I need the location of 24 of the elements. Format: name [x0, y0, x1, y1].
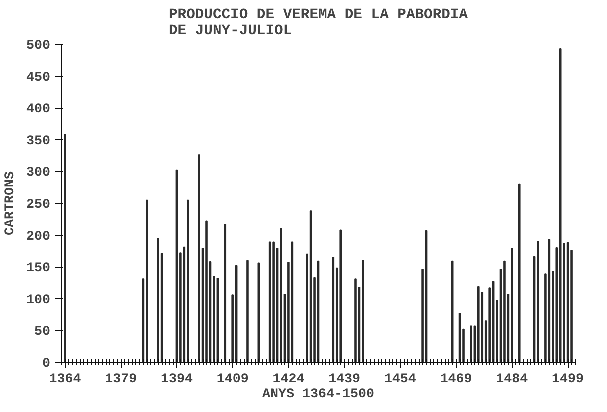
x-tick-label: 1409 [216, 372, 249, 388]
y-tick-label: 50 [34, 325, 51, 340]
y-tick-label: 500 [26, 39, 51, 54]
x-tick-label: 1454 [384, 372, 416, 388]
y-tick-label: 400 [26, 102, 51, 118]
y-tick-label: 0 [42, 357, 50, 372]
y-tick-label: 150 [26, 262, 51, 277]
chart-title: PRODUCCIO DE VEREMA DE LA PABORDIA DE JUNY-JULIOL [168, 8, 468, 40]
y-axis-title: CARTRONS [4, 171, 19, 236]
y-tick-label: 200 [26, 230, 51, 245]
x-tick-label: 1364 [49, 372, 82, 388]
x-tick-label: 1469 [440, 372, 472, 388]
x-tick-label: 1499 [552, 372, 584, 388]
x-tick-label: 1379 [105, 372, 138, 388]
x-tick-label: 1439 [328, 372, 361, 388]
y-tick-label: 100 [26, 293, 51, 308]
y-tick-label: 450 [26, 70, 51, 86]
y-tick-label: 250 [26, 198, 51, 213]
x-tick-label: 1424 [272, 372, 305, 388]
x-axis-title: ANYS 1364-1500 [262, 388, 374, 402]
x-tick-label: 1484 [496, 372, 528, 388]
y-tick-label: 350 [26, 134, 51, 150]
x-tick-label: 1394 [160, 372, 193, 388]
y-tick-label: 300 [26, 166, 51, 182]
